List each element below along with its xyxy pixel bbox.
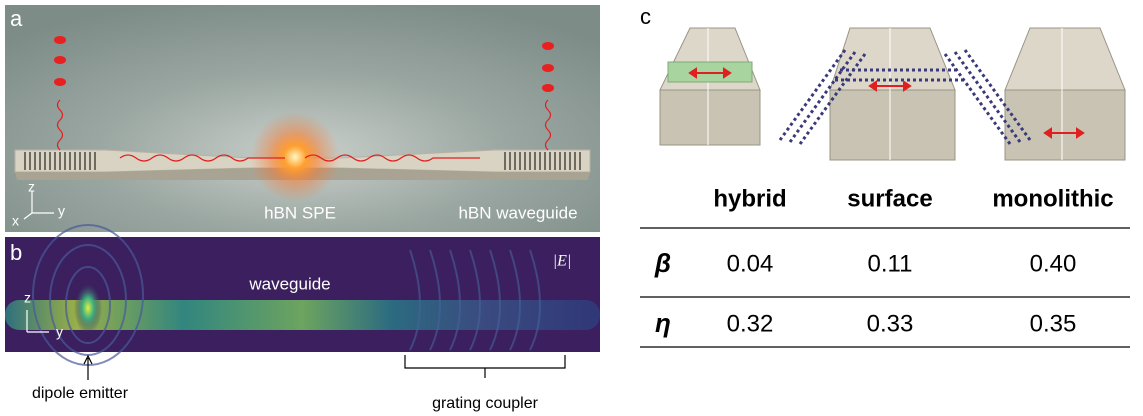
column-header: monolithic <box>992 185 1113 212</box>
column-header: surface <box>847 185 932 212</box>
table: hybrid surface monolithic β 0.04 0.11 0.40 η 0.3… <box>640 185 1130 347</box>
row-symbol: η <box>655 308 671 338</box>
panel-c: c hybrid surface monolithic β 0.04 0.11 0.40 η 0… <box>640 4 1130 347</box>
annotation-lines <box>84 355 565 380</box>
emitter-glow <box>250 112 340 202</box>
column-header: hybrid <box>713 185 786 212</box>
table-cell: 0.04 <box>727 250 774 277</box>
panel-a: a z x y hBN SPE hBN waveguide <box>5 5 600 232</box>
table-cell: 0.35 <box>1030 310 1077 337</box>
axis-label: y <box>58 203 65 219</box>
table-cell: 0.32 <box>727 310 774 337</box>
panel-label: c <box>640 4 651 29</box>
panel-b: b z y waveguide |E| dipole emitter grati… <box>5 225 600 412</box>
emitter-label: hBN SPE <box>264 203 336 222</box>
table-cell: 0.33 <box>867 310 914 337</box>
table-cell: 0.11 <box>868 250 913 277</box>
row-symbol: β <box>654 248 671 278</box>
panel-label: a <box>10 6 23 31</box>
axis-label: z <box>24 290 31 306</box>
field-label: |E| <box>553 253 572 270</box>
axis-label: y <box>56 324 63 340</box>
table-cell: 0.40 <box>1030 250 1077 277</box>
dipole-field <box>74 282 102 334</box>
waveguide-schematics <box>660 28 1125 160</box>
annotation: grating coupler <box>432 395 539 412</box>
panel-label: b <box>10 240 22 265</box>
axis-label: x <box>12 213 19 229</box>
annotation: dipole emitter <box>32 385 129 402</box>
figure: a z x y hBN SPE hBN waveguide b z y wave… <box>0 0 1143 416</box>
axis-label: z <box>28 179 35 195</box>
waveguide-label: hBN waveguide <box>458 203 577 222</box>
region-label: waveguide <box>248 274 330 293</box>
